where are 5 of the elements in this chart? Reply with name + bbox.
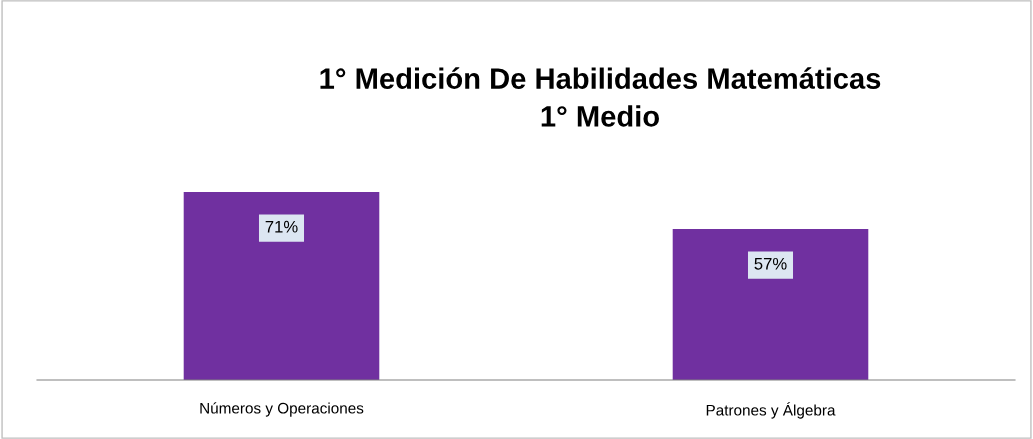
- x-tick-label: Números y Operaciones: [200, 402, 364, 417]
- x-tick-label: Patrones y Álgebra: [706, 402, 836, 419]
- chart-title: 1° Medición De Habilidades Matemáticas 1° Medio: [320, 67, 881, 127]
- data-label: 57%: [754, 257, 787, 270]
- data-label: 71%: [265, 220, 298, 233]
